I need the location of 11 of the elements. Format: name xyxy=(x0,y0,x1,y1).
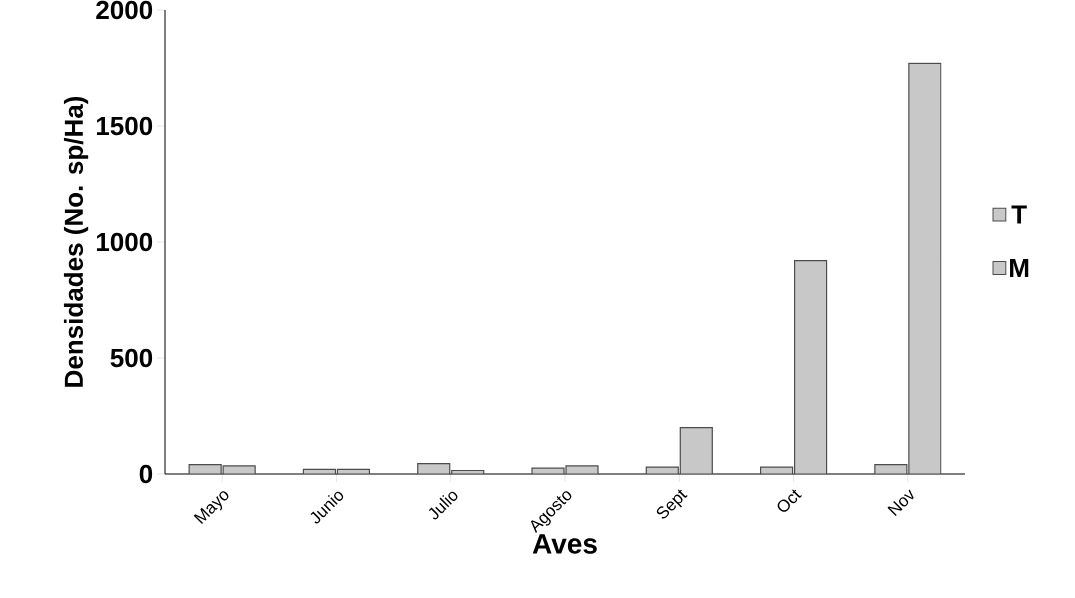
legend-label: M xyxy=(1010,258,1029,277)
y-tick-label: 500 xyxy=(110,348,153,368)
y-tick-label: 1500 xyxy=(96,116,153,136)
y-tick-label: 0 xyxy=(139,464,153,484)
x-axis-title: Aves xyxy=(532,534,597,554)
x-tick-label: Oct xyxy=(777,489,802,512)
y-tick-label: 2000 xyxy=(96,0,153,20)
legend-label: T xyxy=(1011,205,1027,224)
y-tick-label: 1000 xyxy=(96,232,153,252)
x-tick-label: Nov xyxy=(887,489,914,517)
y-axis-title: Densidades (No. sp/Ha) xyxy=(63,96,89,387)
